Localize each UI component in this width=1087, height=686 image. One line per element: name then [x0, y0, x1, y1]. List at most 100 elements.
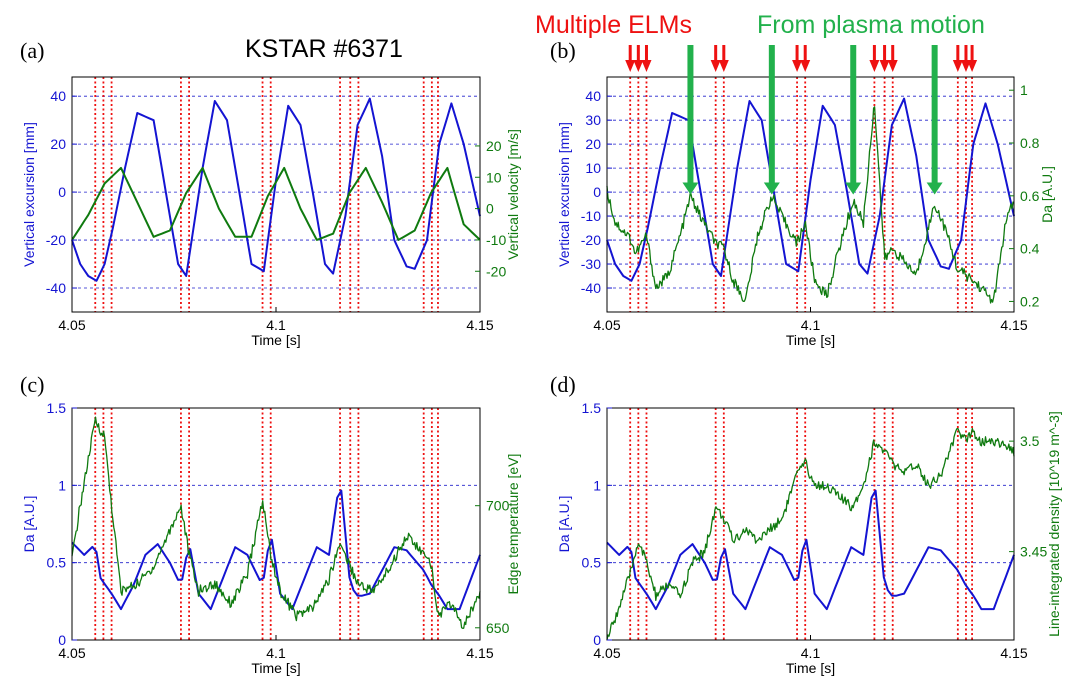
- panel-b-left-tick-label: -20: [581, 232, 601, 248]
- panel-a-left-axis-label: Vertical excursion [mm]: [21, 122, 37, 267]
- panel-a-left-tick-label: -20: [46, 232, 66, 248]
- panel-d-right-tick-label: 3.45: [1020, 544, 1047, 560]
- annotation-multiple-elms: Multiple ELMs: [535, 11, 692, 39]
- grid-layer: [72, 95, 1014, 641]
- motion-arrow-head: [763, 182, 780, 195]
- series-layer: [71, 97, 1015, 641]
- panel-d-x-axis-label: Time [s]: [786, 660, 835, 676]
- panel-a-left-tick-label: 0: [58, 184, 66, 200]
- panel-a-right-tick-label: 10: [486, 169, 502, 185]
- arrow-layer: [625, 45, 978, 195]
- panel-d-x-tick-label: 4.05: [593, 645, 620, 661]
- elm-arrow-head: [633, 60, 644, 72]
- panel-a-x-tick-label: 4.05: [58, 317, 85, 333]
- panel-d-x-tick-label: 4.15: [1000, 645, 1027, 661]
- panel-c-left-axis-label: Da [A.U.]: [21, 496, 37, 553]
- elm-arrow-head: [641, 60, 652, 72]
- panel-c-left-tick-label: 0: [58, 632, 66, 648]
- panel-a-x-axis-label: Time [s]: [251, 332, 300, 348]
- elm-arrow-head: [792, 60, 803, 72]
- panel-b-left-tick-label: 0: [593, 184, 601, 200]
- panel-b-series-right-line: [606, 106, 1015, 304]
- panel-c-right-tick-label: 650: [486, 620, 510, 636]
- panel-a-right-tick-label: -10: [486, 232, 506, 248]
- panel-d-right-tick-label: 3.5: [1020, 433, 1040, 449]
- annotation-plasma-motion: From plasma motion: [757, 11, 985, 39]
- panel-label-c: (c): [20, 372, 44, 397]
- panel-a-x-tick-label: 4.1: [266, 317, 286, 333]
- panel-b-right-axis-label: Da [A.U.]: [1039, 166, 1055, 223]
- panel-b-left-tick-label: 10: [585, 160, 601, 176]
- panel-b-right-tick-label: 0.8: [1020, 135, 1040, 151]
- panel-c-x-tick-label: 4.05: [58, 645, 85, 661]
- panel-a-series-left-line: [71, 97, 481, 282]
- panel-b-left-tick-label: -30: [581, 256, 601, 272]
- panel-a-right-tick-label: 0: [486, 201, 494, 217]
- panel-b-right-tick-label: 1: [1020, 82, 1028, 98]
- panel-b-x-tick-label: 4.15: [1000, 317, 1027, 333]
- panel-b-x-tick-label: 4.1: [801, 317, 821, 333]
- panel-c-axes-frame: [71, 407, 481, 641]
- elm-marker-layer: [94, 77, 973, 640]
- panel-c-left-tick-label: 0.5: [47, 555, 67, 571]
- elm-arrow-head: [710, 60, 721, 72]
- panel-c-left-tick-label: 1: [58, 477, 66, 493]
- panel-c-series-right-line: [71, 416, 481, 629]
- panel-d-right-axis-label: Line-integrated density [10^19 m^-3]: [1046, 411, 1062, 637]
- panel-a-right-tick-label: -20: [486, 263, 506, 279]
- motion-arrow-head: [845, 182, 862, 195]
- panel-b-left-tick-label: -10: [581, 208, 601, 224]
- panel-b-left-tick-label: -40: [581, 280, 601, 296]
- motion-arrow-head: [682, 182, 699, 195]
- panel-d-series-right-line: [606, 427, 1015, 641]
- panel-c-x-tick-label: 4.1: [266, 645, 286, 661]
- elm-arrow-head: [887, 60, 898, 72]
- panel-d-series-left-line: [606, 489, 1015, 611]
- panel-c-left-tick-label: 1.5: [47, 400, 67, 416]
- panel-d-left-tick-label: 0.5: [582, 555, 602, 571]
- panel-c-right-axis-label: Edge temperature [eV]: [505, 454, 521, 595]
- panel-b-x-tick-label: 4.05: [593, 317, 620, 333]
- panel-b-left-tick-label: 30: [585, 112, 601, 128]
- motion-arrow-head: [926, 182, 943, 195]
- elm-arrow-head: [869, 60, 880, 72]
- panel-d-left-tick-label: 1.5: [582, 400, 602, 416]
- panel-b-right-tick-label: 0.6: [1020, 188, 1040, 204]
- panel-c-series-left-line: [71, 489, 481, 611]
- elm-arrow-head: [718, 60, 729, 72]
- panel-d-x-tick-label: 4.1: [801, 645, 821, 661]
- panel-b-series-left-line: [606, 97, 1015, 282]
- panel-a-right-tick-label: 20: [486, 138, 502, 154]
- panel-b-left-tick-label: 20: [585, 136, 601, 152]
- panel-c-x-axis-label: Time [s]: [251, 660, 300, 676]
- panel-c-right-tick-label: 700: [486, 498, 510, 514]
- panel-a-right-axis-label: Vertical velocity [m/s]: [505, 129, 521, 260]
- panel-d-left-tick-label: 0: [593, 632, 601, 648]
- panel-a-left-tick-label: 20: [50, 136, 66, 152]
- panel-b-right-tick-label: 0.2: [1020, 293, 1040, 309]
- panel-b-left-axis-label: Vertical excursion [mm]: [556, 122, 572, 267]
- elm-arrow-head: [800, 60, 811, 72]
- panel-d-left-axis-label: Da [A.U.]: [556, 496, 572, 553]
- panel-d-left-tick-label: 1: [593, 477, 601, 493]
- panel-label-d: (d): [550, 372, 576, 397]
- axes-frame-layer: [71, 76, 1015, 641]
- elm-arrow-head: [952, 60, 963, 72]
- panel-a-series-right-line: [71, 166, 481, 241]
- header-title: KSTAR #6371: [245, 35, 403, 63]
- panel-b-axes-frame: [606, 76, 1015, 313]
- elm-arrow-head: [879, 60, 890, 72]
- panel-b-right-tick-label: 0.4: [1020, 241, 1040, 257]
- panel-b-x-axis-label: Time [s]: [786, 332, 835, 348]
- elm-arrow-head: [967, 60, 978, 72]
- panel-label-b: (b): [550, 38, 576, 63]
- panel-a-x-tick-label: 4.15: [466, 317, 493, 333]
- tick-label-layer: 4.05 4.1 4.15 Time [s] -40 -20 0 20 40 Vertical e…: [21, 82, 1062, 676]
- panel-a-left-tick-label: 40: [50, 88, 66, 104]
- panel-label-a: (a): [20, 38, 44, 63]
- panel-a-left-tick-label: -40: [46, 280, 66, 296]
- panel-c-x-tick-label: 4.15: [466, 645, 493, 661]
- elm-arrow-head: [625, 60, 636, 72]
- panel-b-left-tick-label: 40: [585, 88, 601, 104]
